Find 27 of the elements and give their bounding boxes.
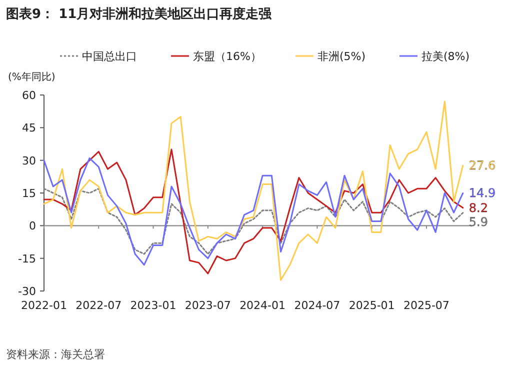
x-tick-label: 2025-07 (403, 299, 450, 312)
legend-label: 非洲(5%) (317, 50, 366, 63)
x-tick-label: 2024-07 (294, 299, 340, 312)
y-tick-label: 60 (22, 89, 36, 102)
y-tick-label: 0 (29, 220, 36, 233)
x-tick-label: 2024-01 (240, 299, 286, 312)
x-tick-label: 2025-01 (348, 299, 395, 312)
legend-label: 中国总出口 (82, 50, 137, 63)
x-tick-label: 2022-07 (76, 299, 122, 312)
y-tick-label: 15 (22, 187, 36, 200)
line-series (43, 100, 464, 281)
y-tick-label: 45 (22, 122, 36, 135)
y-tick-label: -30 (18, 285, 36, 298)
y-tick-label: -15 (18, 252, 36, 266)
data-label: 27.6 (468, 158, 496, 173)
data-label: 14.9 (468, 186, 496, 200)
y-axis-title: (%年同比) (8, 71, 56, 83)
y-tick-label: 30 (22, 154, 36, 168)
x-tick-label: 2022-01 (21, 299, 67, 312)
chart-title: 图表9： 11月对非洲和拉美地区出口再度走强 (6, 6, 273, 22)
data-label: 5.9 (468, 214, 488, 229)
legend-label: 东盟（16%） (193, 50, 262, 63)
data-label: 8.2 (468, 200, 488, 215)
x-tick-label: 2023-07 (184, 299, 231, 312)
text: 资料来源：海关总署 (6, 348, 105, 361)
x-tick-label: 2023-01 (130, 299, 176, 312)
legend-label: 拉美(8%) (422, 50, 470, 63)
